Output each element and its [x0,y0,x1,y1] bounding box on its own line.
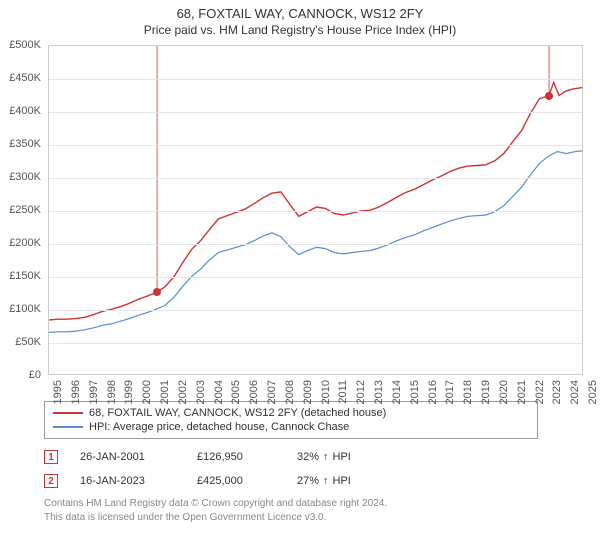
attribution-line: Contains HM Land Registry data © Crown c… [44,497,600,511]
legend-label: HPI: Average price, detached house, Cann… [89,421,349,433]
transaction-row: 1 26-JAN-2001 £126,950 32% ↑ HPI [44,445,538,469]
legend-swatch [53,426,83,428]
x-axis-label: 1995 [52,380,64,404]
y-axis-label: £400K [0,105,41,117]
y-axis-label: £500K [0,39,41,51]
transaction-price: £425,000 [197,475,275,487]
gridline [49,277,582,278]
x-axis-label: 2009 [302,380,314,404]
x-axis-label: 2016 [427,380,439,404]
legend-item: HPI: Average price, detached house, Cann… [53,420,529,434]
x-axis-label: 2014 [391,380,403,404]
y-axis-label: £150K [0,270,41,282]
x-axis-label: 1997 [88,380,100,404]
y-axis-label: £100K [0,303,41,315]
x-axis-label: 2011 [337,380,349,404]
arrow-up-icon: ↑ [323,451,329,463]
address-title: 68, FOXTAIL WAY, CANNOCK, WS12 2FY [0,6,600,21]
x-axis-label: 2020 [498,380,510,404]
y-axis-label: £300K [0,171,41,183]
x-axis-label: 2013 [373,380,385,404]
legend: 68, FOXTAIL WAY, CANNOCK, WS12 2FY (deta… [44,401,538,439]
x-axis-label: 2005 [230,380,242,404]
x-axis-label: 1998 [106,380,118,404]
legend-swatch [53,412,83,414]
x-axis-label: 2007 [266,380,278,404]
gridline [49,343,582,344]
y-axis-label: £450K [0,72,41,84]
legend-label: 68, FOXTAIL WAY, CANNOCK, WS12 2FY (deta… [89,407,386,419]
marker-box-inline: 1 [44,450,58,464]
x-axis-label: 2001 [159,380,171,404]
gridline [49,211,582,212]
transaction-date: 26-JAN-2001 [80,451,175,463]
x-axis-label: 2003 [195,380,207,404]
gridline [49,244,582,245]
x-axis-label: 2015 [409,380,421,404]
x-axis-label: 1996 [70,380,82,404]
y-axis-label: £350K [0,138,41,150]
x-axis-label: 2018 [462,380,474,404]
x-axis-label: 2017 [444,380,456,404]
title-block: 68, FOXTAIL WAY, CANNOCK, WS12 2FY Price… [0,0,600,37]
x-axis-label: 2022 [534,380,546,404]
y-axis-label: £0 [0,369,41,381]
gridline [49,310,582,311]
chart: 12 £0£50K£100K£150K£200K£250K£300K£350K£… [48,45,583,393]
gridline [49,112,582,113]
gridline [49,79,582,80]
y-axis-label: £250K [0,204,41,216]
x-axis-label: 2010 [320,380,332,404]
x-axis-label: 2006 [248,380,260,404]
x-axis-label: 2002 [177,380,189,404]
marker-dot [153,288,161,296]
gridline [49,145,582,146]
attribution: Contains HM Land Registry data © Crown c… [44,497,600,524]
x-axis-label: 2008 [284,380,296,404]
marker-dot [545,92,553,100]
transaction-row: 2 16-JAN-2023 £425,000 27% ↑ HPI [44,469,538,493]
transaction-price: £126,950 [197,451,275,463]
x-axis-label: 2023 [551,380,563,404]
x-axis-label: 2019 [480,380,492,404]
x-axis-label: 2025 [587,380,599,404]
subtitle: Price paid vs. HM Land Registry's House … [0,23,600,37]
x-axis-label: 2004 [213,380,225,404]
plot-area: 12 [48,45,583,375]
attribution-line: This data is licensed under the Open Gov… [44,511,600,525]
x-axis-label: 2000 [141,380,153,404]
y-axis-label: £50K [0,336,41,348]
x-axis-label: 2021 [516,380,528,404]
series-line-property [49,82,582,320]
x-axis-label: 2024 [569,380,581,404]
transaction-pct: 27% ↑ HPI [297,475,351,487]
y-axis-label: £200K [0,237,41,249]
gridline [49,178,582,179]
arrow-up-icon: ↑ [323,475,329,487]
transaction-date: 16-JAN-2023 [80,475,175,487]
marker-box-inline: 2 [44,474,58,488]
legend-item: 68, FOXTAIL WAY, CANNOCK, WS12 2FY (deta… [53,406,529,420]
x-axis-label: 1999 [123,380,135,404]
transaction-rows: 1 26-JAN-2001 £126,950 32% ↑ HPI 2 16-JA… [44,445,538,493]
x-axis-label: 2012 [355,380,367,404]
transaction-pct: 32% ↑ HPI [297,451,351,463]
